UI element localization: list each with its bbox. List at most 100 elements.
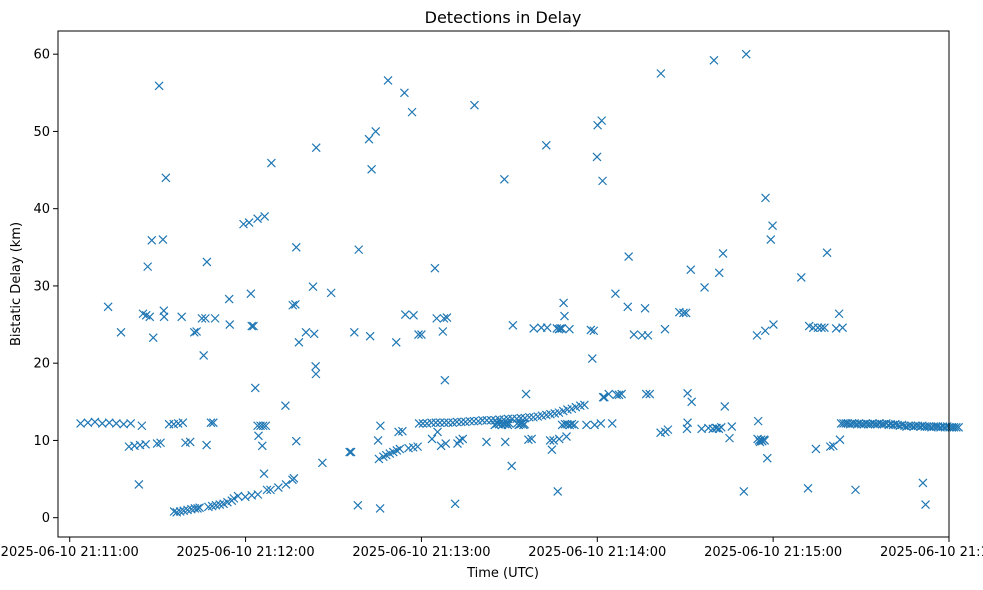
data-point-marker xyxy=(504,419,514,428)
data-point-marker xyxy=(201,313,210,323)
data-point-marker xyxy=(374,454,384,464)
data-point-marker xyxy=(549,436,559,445)
data-point-marker xyxy=(414,419,424,428)
data-point-marker xyxy=(145,312,155,322)
data-point-marker xyxy=(687,397,697,407)
data-point-marker xyxy=(289,473,299,483)
data-point-marker xyxy=(308,282,318,292)
data-point-marker xyxy=(470,100,479,110)
chart-title: Detections in Delay xyxy=(425,8,582,27)
data-point-marker xyxy=(311,369,321,379)
data-point-marker xyxy=(859,419,869,429)
data-point-marker xyxy=(752,330,762,340)
data-point-marker xyxy=(197,313,207,323)
data-point-marker xyxy=(456,417,466,427)
data-point-marker xyxy=(918,478,928,488)
data-point-marker xyxy=(502,418,512,428)
data-point-marker xyxy=(663,425,673,435)
y-axis-label: Bistatic Delay (km) xyxy=(9,222,24,346)
data-point-marker xyxy=(177,312,187,322)
data-point-marker xyxy=(400,310,410,319)
data-point-marker xyxy=(567,419,577,429)
data-point-marker xyxy=(281,401,290,411)
data-point-marker xyxy=(413,442,423,452)
data-point-marker xyxy=(103,302,113,312)
data-point-marker xyxy=(257,441,267,451)
data-point-marker xyxy=(507,461,517,471)
data-point-marker xyxy=(294,337,304,347)
data-point-marker xyxy=(225,320,235,329)
data-point-marker xyxy=(482,415,492,425)
data-point-marker xyxy=(508,320,518,330)
data-point-marker xyxy=(617,389,627,399)
data-point-marker xyxy=(660,324,670,334)
plot-frame xyxy=(57,30,950,538)
data-point-marker xyxy=(562,432,571,441)
data-point-marker xyxy=(838,323,848,333)
data-point-marker xyxy=(614,390,624,400)
data-point-marker xyxy=(141,439,151,449)
data-point-marker xyxy=(432,313,442,323)
data-point-marker xyxy=(291,436,301,446)
data-point-marker xyxy=(611,289,620,299)
data-point-marker xyxy=(825,442,835,452)
data-point-marker xyxy=(529,323,539,333)
data-point-marker xyxy=(643,330,653,340)
data-point-marker xyxy=(148,333,158,343)
data-point-marker xyxy=(154,81,164,91)
data-point-marker xyxy=(554,434,564,444)
marker-layer xyxy=(76,49,964,517)
data-point-marker xyxy=(195,503,204,513)
data-point-marker xyxy=(945,422,955,432)
y-tick-label: 30 xyxy=(33,279,50,294)
y-tick-label: 60 xyxy=(33,48,50,63)
data-point-marker xyxy=(817,323,826,333)
data-point-marker xyxy=(246,289,256,299)
data-point-marker xyxy=(258,421,268,431)
data-point-marker xyxy=(520,419,530,429)
data-point-marker xyxy=(499,174,509,184)
data-point-marker xyxy=(392,446,402,455)
data-point-marker xyxy=(259,469,269,479)
data-point-marker xyxy=(542,323,552,333)
data-point-marker xyxy=(586,325,596,335)
data-point-marker xyxy=(760,326,770,336)
data-point-marker xyxy=(367,164,377,174)
data-point-marker xyxy=(679,308,688,318)
data-point-marker xyxy=(718,249,728,258)
data-point-marker xyxy=(597,116,607,126)
data-point-marker xyxy=(458,434,468,444)
data-point-marker xyxy=(835,435,845,445)
data-point-marker xyxy=(629,330,639,340)
data-point-marker xyxy=(769,320,778,329)
data-point-marker xyxy=(803,483,813,493)
data-point-marker xyxy=(741,49,751,59)
data-point-marker xyxy=(134,480,144,489)
data-point-marker xyxy=(951,422,961,432)
data-point-marker xyxy=(442,313,452,323)
data-point-marker xyxy=(547,445,557,455)
data-point-marker xyxy=(152,439,162,448)
data-point-marker xyxy=(524,412,534,422)
data-point-marker xyxy=(921,500,930,509)
data-point-marker xyxy=(288,300,298,310)
data-point-marker xyxy=(426,418,436,428)
data-point-marker xyxy=(430,263,440,273)
data-point-marker xyxy=(391,337,401,347)
data-point-marker xyxy=(709,55,719,65)
data-point-marker xyxy=(346,447,356,457)
data-point-marker xyxy=(378,452,388,462)
data-point-marker xyxy=(137,421,147,431)
data-point-marker xyxy=(301,327,311,337)
data-point-marker xyxy=(143,262,153,272)
data-point-marker xyxy=(766,235,776,245)
data-point-marker xyxy=(397,426,407,436)
x-tick-label: 2025-06-10 21:14:00 xyxy=(528,545,666,560)
y-axis-ticks: 0 10 20 30 40 50 60 xyxy=(33,48,58,526)
data-point-marker xyxy=(589,326,599,336)
data-point-marker xyxy=(349,327,359,337)
data-point-marker xyxy=(239,219,248,229)
data-point-marker xyxy=(813,323,823,333)
data-point-marker xyxy=(906,421,916,431)
